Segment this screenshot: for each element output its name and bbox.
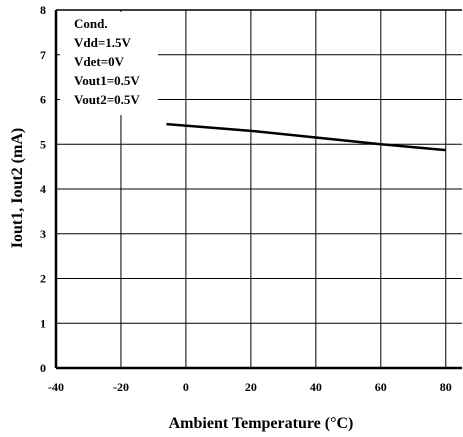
- x-tick-label: -20: [113, 380, 129, 394]
- x-tick-labels: -40 -20 0 20 40 60 80: [48, 380, 452, 394]
- y-tick-label: 8: [40, 3, 46, 17]
- series-group: [166, 122, 446, 152]
- y-tick-label: 0: [40, 361, 46, 375]
- annotation-line: Vout1=0.5V: [74, 73, 140, 88]
- annotation-background: [60, 12, 158, 115]
- y-tick-labels: 0 1 2 3 4 5 6 7 8: [40, 3, 46, 375]
- y-tick-label: 7: [40, 48, 46, 62]
- y-tick-label: 2: [40, 272, 46, 286]
- y-tick-label: 6: [40, 93, 46, 107]
- x-tick-label: 20: [245, 380, 257, 394]
- x-tick-label: 40: [310, 380, 322, 394]
- x-axis-title: Ambient Temperature (°C): [169, 415, 354, 432]
- series-line: [166, 122, 446, 152]
- plot-frame: [54, 9, 462, 370]
- x-tick-label: 0: [183, 380, 189, 394]
- y-tick-label: 1: [40, 316, 46, 330]
- y-tick-label: 5: [40, 137, 46, 151]
- annotation-line: Vout2=0.5V: [74, 92, 140, 107]
- x-tick-label: 80: [440, 380, 452, 394]
- annotation-line: Cond.: [74, 16, 108, 31]
- condition-annotation: Cond. Vdd=1.5V Vdet=0V Vout1=0.5V Vout2=0.5V: [60, 12, 158, 115]
- annotation-line: Vdd=1.5V: [74, 35, 132, 50]
- x-tick-label: 60: [375, 380, 387, 394]
- annotation-line: Vdet=0V: [74, 54, 125, 69]
- y-axis-title: Iout1, Iout2 (mA): [9, 128, 26, 248]
- y-tick-label: 4: [40, 182, 46, 196]
- x-tick-label: -40: [48, 380, 64, 394]
- y-tick-label: 3: [40, 227, 46, 241]
